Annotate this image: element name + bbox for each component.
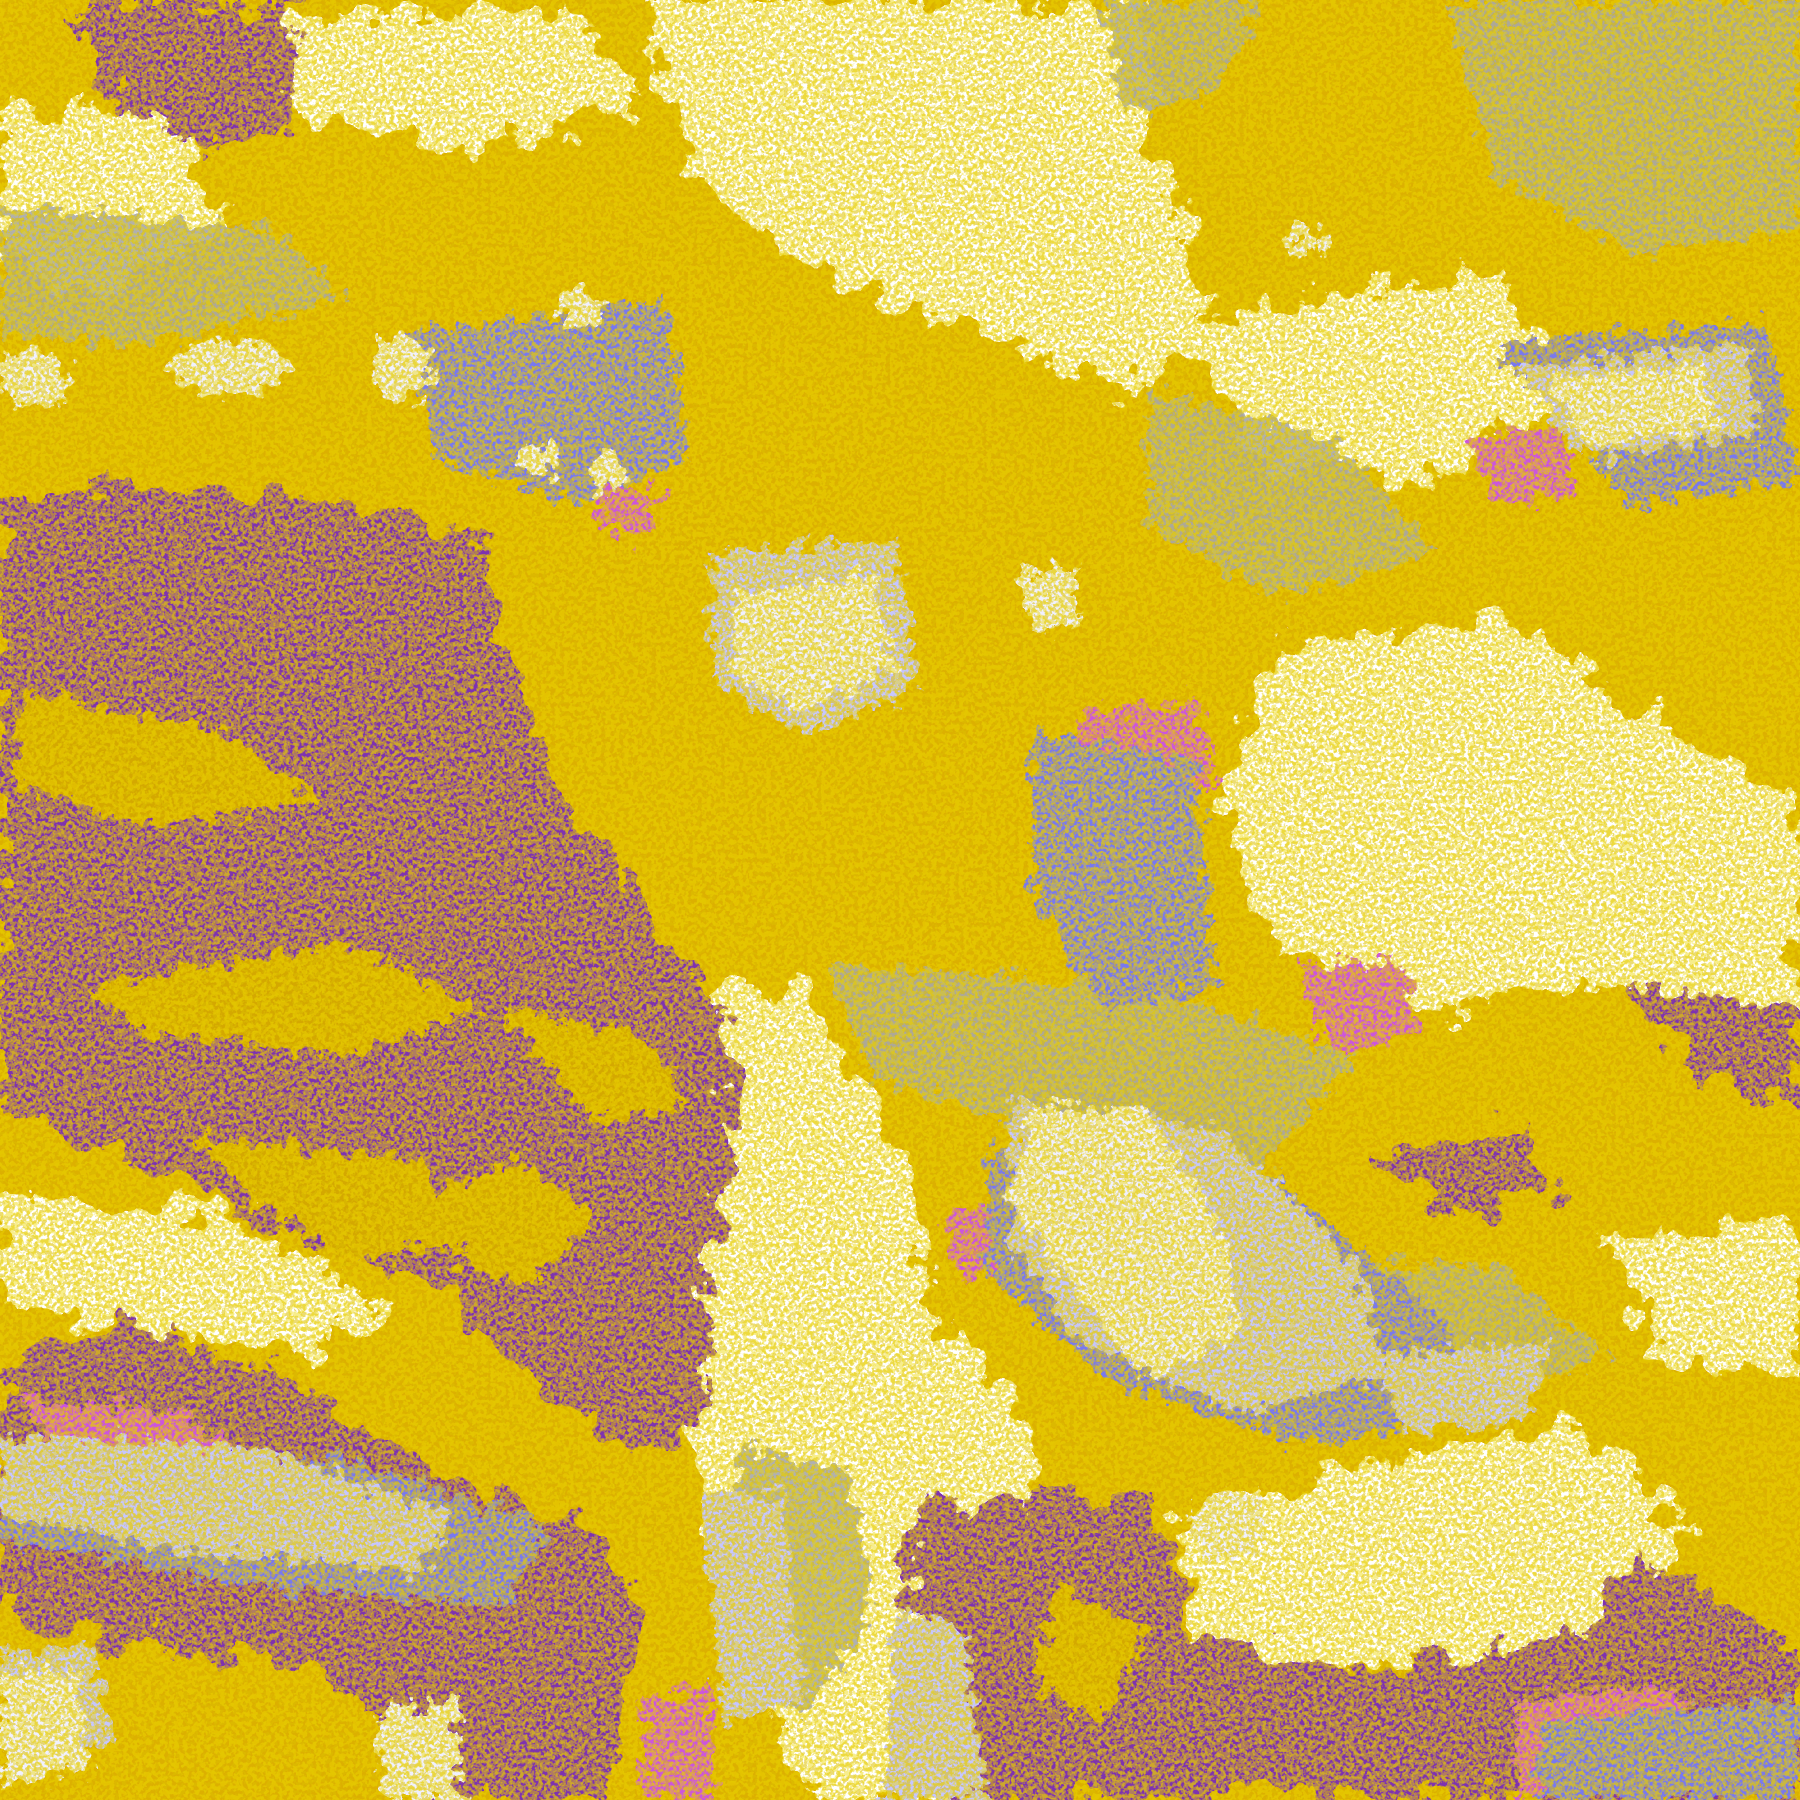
satellite-image-canvas <box>0 0 1800 1800</box>
gold-speckle <box>0 0 1800 1800</box>
satellite-image <box>0 0 1800 1800</box>
